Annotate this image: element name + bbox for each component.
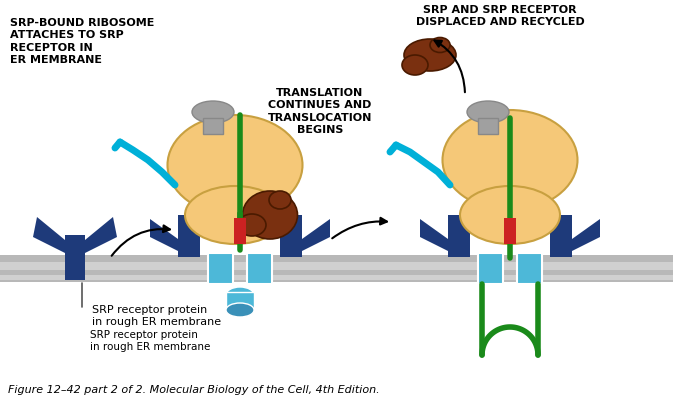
Bar [550, 215, 572, 257]
Ellipse shape [192, 101, 234, 123]
Bar [247, 253, 272, 284]
Ellipse shape [168, 115, 302, 215]
Bar [208, 253, 233, 284]
Bar [226, 292, 254, 310]
Bar [65, 235, 85, 280]
Bar [280, 215, 302, 257]
Text: TRANSLATION
CONTINUES AND
TRANSLOCATION
BEGINS: TRANSLATION CONTINUES AND TRANSLOCATION … [268, 88, 372, 135]
Bar [0, 275, 673, 280]
Text: Figure 12–42 part 2 of 2. Molecular Biology of the Cell, 4th Edition.: Figure 12–42 part 2 of 2. Molecular Biol… [8, 385, 380, 395]
Ellipse shape [226, 287, 254, 303]
Bar [0, 262, 673, 270]
Polygon shape [85, 217, 117, 253]
Bar [517, 253, 542, 284]
Polygon shape [572, 219, 600, 251]
Bar [448, 215, 470, 257]
Bar [504, 218, 516, 244]
Ellipse shape [226, 303, 254, 317]
Polygon shape [33, 217, 65, 253]
Ellipse shape [238, 214, 266, 236]
Ellipse shape [443, 110, 577, 210]
Polygon shape [302, 219, 330, 251]
Polygon shape [420, 219, 448, 251]
Bar [178, 215, 200, 257]
Ellipse shape [467, 101, 509, 123]
Ellipse shape [242, 191, 297, 239]
Ellipse shape [402, 55, 428, 75]
Ellipse shape [430, 37, 450, 53]
Bar [478, 118, 498, 134]
Bar [478, 253, 503, 284]
Text: SRP receptor protein
in rough ER membrane: SRP receptor protein in rough ER membran… [90, 330, 211, 351]
Ellipse shape [269, 191, 291, 209]
Text: SRP receptor protein
in rough ER membrane: SRP receptor protein in rough ER membran… [92, 305, 221, 327]
Ellipse shape [460, 186, 560, 244]
Ellipse shape [404, 39, 456, 71]
Bar [234, 218, 246, 244]
Text: SRP-BOUND RIBOSOME
ATTACHES TO SRP
RECEPTOR IN
ER MEMBRANE: SRP-BOUND RIBOSOME ATTACHES TO SRP RECEP… [10, 18, 154, 65]
Bar [0, 255, 673, 282]
Ellipse shape [185, 186, 285, 244]
Bar [203, 118, 223, 134]
Text: SRP AND SRP RECEPTOR
DISPLACED AND RECYCLED: SRP AND SRP RECEPTOR DISPLACED AND RECYC… [416, 5, 584, 27]
Polygon shape [150, 219, 178, 251]
